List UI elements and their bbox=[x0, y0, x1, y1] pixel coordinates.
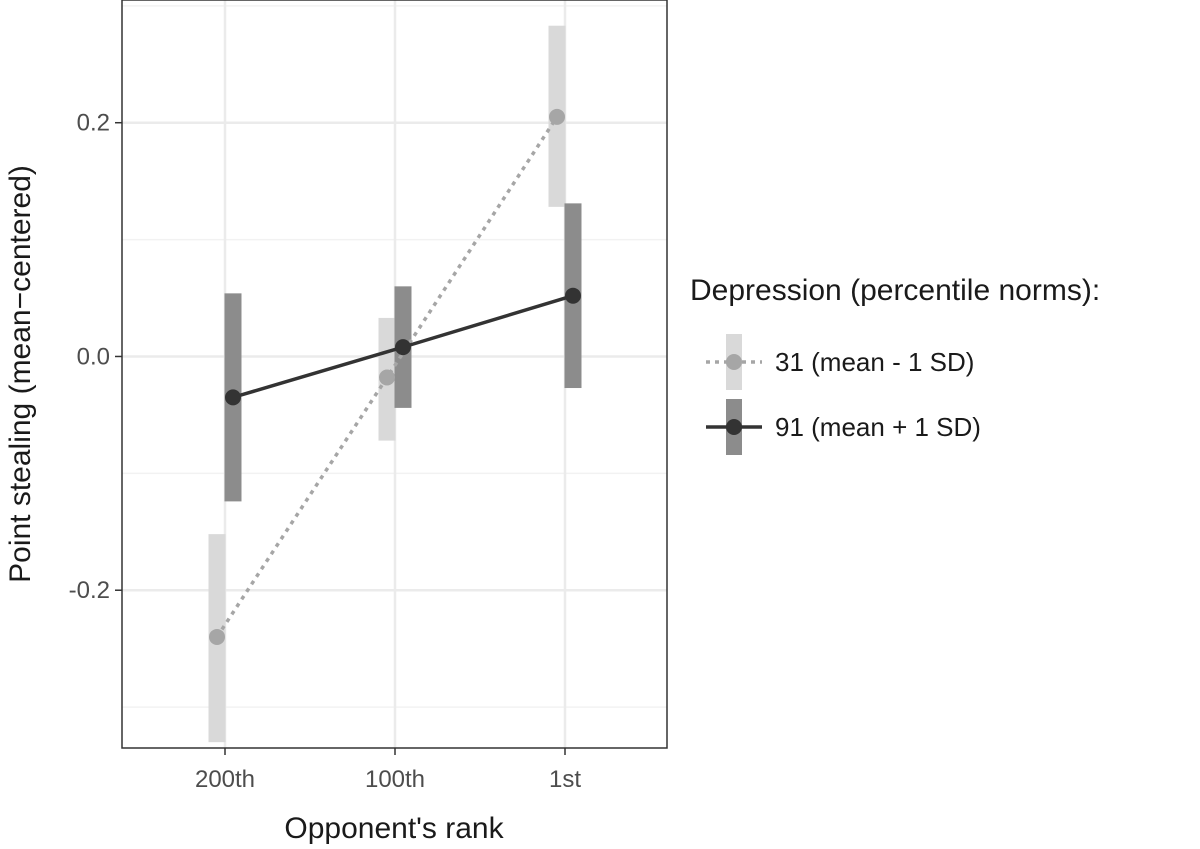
y-tick-label: 0.2 bbox=[77, 110, 110, 137]
legend-items: 31 (mean - 1 SD) 91 (mean + 1 SD) bbox=[706, 334, 981, 455]
x-tick-label: 1st bbox=[549, 766, 581, 793]
legend-key-point bbox=[726, 354, 742, 370]
data-point bbox=[395, 339, 411, 356]
data-point bbox=[225, 389, 241, 406]
x-tick-label: 100th bbox=[365, 766, 425, 793]
x-tick-label: 200th bbox=[195, 766, 255, 793]
y-axis-title: Point stealing (mean−centered) bbox=[4, 165, 37, 583]
x-axis-title: Opponent's rank bbox=[284, 812, 504, 845]
legend-title: Depression (percentile norms): bbox=[690, 274, 1100, 307]
data-points bbox=[209, 108, 581, 645]
data-point bbox=[379, 369, 395, 386]
legend-label: 31 (mean - 1 SD) bbox=[775, 347, 974, 377]
data-point bbox=[209, 628, 225, 645]
y-axis-ticks: -0.2 0.0 0.2 bbox=[69, 110, 122, 604]
legend-key-point bbox=[726, 419, 742, 435]
y-tick-label: 0.0 bbox=[77, 343, 110, 370]
legend: Depression (percentile norms): 31 (mean … bbox=[690, 274, 1100, 455]
y-tick-label: -0.2 bbox=[69, 577, 110, 604]
data-point bbox=[549, 108, 565, 125]
data-point bbox=[565, 287, 581, 304]
x-axis-ticks: 200th 100th 1st bbox=[195, 748, 581, 793]
legend-label: 91 (mean + 1 SD) bbox=[775, 412, 981, 442]
